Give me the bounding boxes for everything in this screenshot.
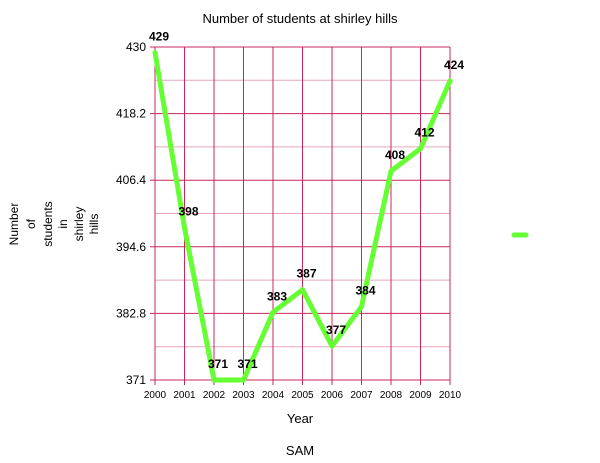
y-tick-label: 394.6 <box>116 240 146 254</box>
data-point <box>241 377 246 383</box>
data-label: 398 <box>178 205 198 219</box>
y-axis-label-line: students <box>41 201 55 246</box>
footer-label: SAM <box>286 443 314 458</box>
series-lines <box>152 50 453 383</box>
data-point <box>152 50 158 56</box>
data-point <box>329 343 335 349</box>
data-label: 383 <box>267 289 287 303</box>
x-tick-label: 2007 <box>350 390 373 401</box>
y-axis-label-line: shirley <box>72 207 86 242</box>
x-tick-label: 2002 <box>203 390 226 401</box>
x-tick-label: 2009 <box>409 390 432 401</box>
data-labels: 429 398 371 371 383 387 377 384 408 412 424 <box>149 30 464 371</box>
major-gridlines <box>150 46 451 385</box>
data-point <box>182 225 187 231</box>
data-label: 424 <box>444 58 464 72</box>
data-label: 384 <box>355 284 375 298</box>
y-axis-label-line: in <box>56 219 70 228</box>
x-tick-label: 2003 <box>232 390 255 401</box>
data-point <box>447 78 453 84</box>
x-tick-label: 2010 <box>439 390 462 401</box>
data-point <box>388 168 394 174</box>
data-point <box>300 287 305 293</box>
x-tick-label: 2001 <box>173 390 196 401</box>
x-tick-label: 2006 <box>321 390 344 401</box>
y-tick-label: 371 <box>126 373 146 387</box>
x-tick-label: 2008 <box>380 390 403 401</box>
y-axis-label: Number of students in shirley hills <box>7 201 101 246</box>
x-axis-label: Year <box>287 411 314 426</box>
data-point <box>418 146 423 152</box>
data-point <box>211 377 217 383</box>
y-axis-label-line: hills <box>87 214 101 235</box>
x-tick-label: 2004 <box>262 390 285 401</box>
data-label: 412 <box>414 126 434 140</box>
x-tick-label: 2000 <box>144 390 167 401</box>
y-axis-ticks: 430 418.2 406.4 394.6 382.8 371 <box>116 40 146 387</box>
chart-title: Number of students at shirley hills <box>202 11 398 26</box>
y-tick-label: 430 <box>126 40 146 54</box>
y-tick-label: 382.8 <box>116 306 146 320</box>
y-axis-label-line: of <box>24 218 38 229</box>
x-axis-ticks: 2000 2001 2002 2003 2004 2005 2006 2007 2008 2009… <box>144 390 462 401</box>
data-label: 408 <box>385 148 405 162</box>
data-label: 371 <box>237 357 257 371</box>
y-tick-label: 406.4 <box>116 173 146 187</box>
y-axis-label-line: Number <box>7 203 21 246</box>
y-tick-label: 418.2 <box>116 107 146 121</box>
data-point <box>270 309 276 315</box>
data-label: 387 <box>296 267 316 281</box>
x-tick-label: 2005 <box>291 390 314 401</box>
data-label: 429 <box>149 30 169 44</box>
data-label: 377 <box>326 323 346 337</box>
data-point <box>359 304 364 310</box>
data-label: 371 <box>208 357 228 371</box>
